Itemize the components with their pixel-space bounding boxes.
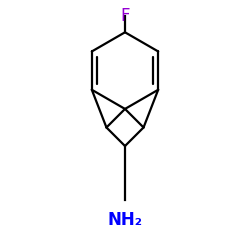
Text: NH₂: NH₂	[108, 211, 142, 229]
Text: F: F	[120, 7, 130, 25]
